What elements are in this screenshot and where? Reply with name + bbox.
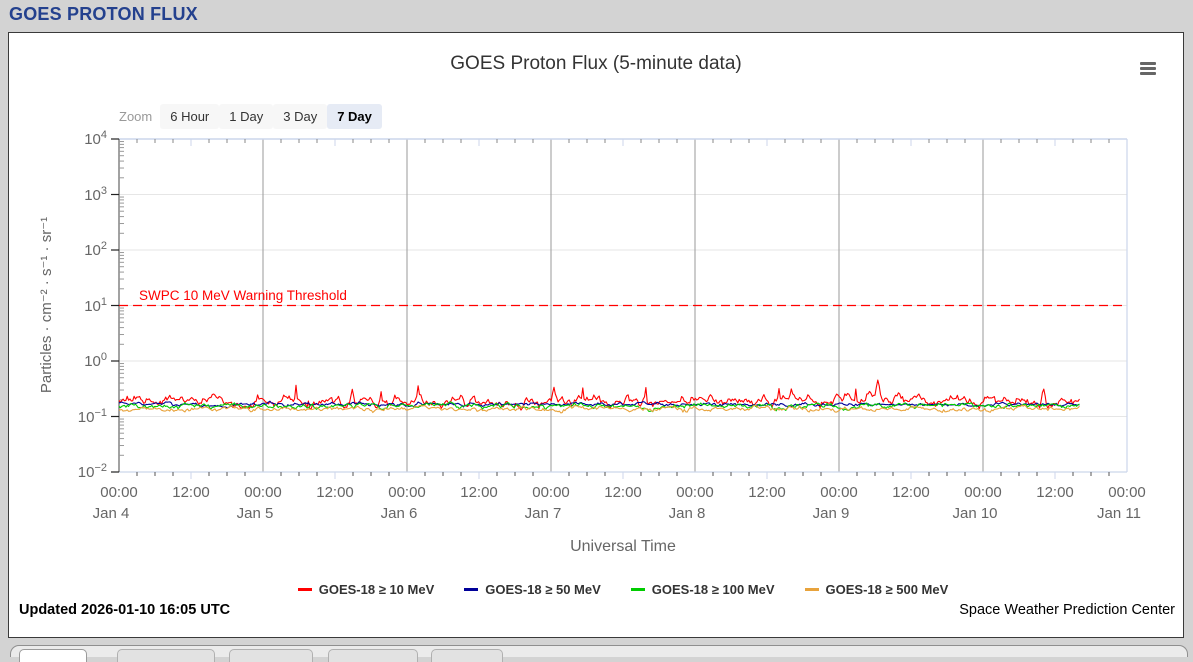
legend-item-3[interactable]: GOES-18 ≥ 100 MeV [630,582,775,597]
x-date-label: Jan 7 [524,505,562,522]
x-date-label: Jan 9 [812,505,850,522]
legend-line-icon [464,588,479,591]
threshold-label: SWPC 10 MeV Warning Threshold [139,288,347,303]
bottom-tab-2[interactable] [117,649,215,662]
legend-line-icon [630,588,645,591]
chart-title: GOES Proton Flux (5-minute data) [450,53,742,74]
y-tick-label: 103 [84,184,107,204]
zoom-buttons-group: 6 Hour 1 Day 3 Day 7 Day [160,103,382,129]
x-tick-label: 00:00 [388,484,426,501]
chart-context-menu-button[interactable] [1135,57,1161,79]
x-date-label: Jan 6 [380,505,418,522]
legend-line-icon [804,588,819,591]
x-tick-label: 12:00 [892,484,930,501]
x-tick-label: 12:00 [172,484,210,501]
hamburger-menu-icon [1135,61,1161,75]
credit-text: Space Weather Prediction Center [959,602,1175,618]
x-tick-label: 00:00 [100,484,138,501]
plot-area[interactable] [9,33,1183,637]
legend-label: GOES-18 ≥ 10 MeV [318,582,435,597]
x-tick-label: 12:00 [604,484,642,501]
x-tick-label: 00:00 [1108,484,1146,501]
x-date-label: Jan 10 [952,505,998,522]
zoom-button-1-day[interactable]: 1 Day [219,103,274,129]
x-date-label: Jan 4 [92,505,130,522]
legend-item-1[interactable]: GOES-18 ≥ 10 MeV [297,582,435,597]
x-axis-title: Universal Time [570,538,676,555]
x-tick-label: 00:00 [820,484,858,501]
y-tick-label: 102 [84,240,107,260]
x-date-label: Jan 5 [236,505,274,522]
updated-timestamp: Updated 2026-01-10 16:05 UTC [19,602,231,618]
zoom-button-6-hour[interactable]: 6 Hour [160,103,220,129]
legend-line-icon [297,588,312,591]
zoom-range-selector: Zoom 6 Hour 1 Day 3 Day 7 Day [119,103,382,129]
x-tick-label: 12:00 [460,484,498,501]
page-title: GOES PROTON FLUX [9,4,198,24]
chart-footer: Updated 2026-01-10 16:05 UTC Space Weath… [19,602,1175,618]
zoom-button-7-day[interactable]: 7 Day [327,103,382,129]
bottom-tab-1[interactable] [19,649,87,662]
x-tick-label: 00:00 [532,484,570,501]
y-tick-label: 10−2 [77,462,107,482]
legend: GOES-18 ≥ 10 MeV GOES-18 ≥ 50 MeV GOES-18 … [119,582,1127,597]
x-tick-label: 00:00 [676,484,714,501]
page-header: GOES PROTON FLUX [0,0,1193,32]
y-tick-label: 10−1 [77,406,107,426]
y-tick-label: 100 [84,351,107,371]
bottom-tab-5[interactable] [431,649,503,662]
x-tick-label: 12:00 [1036,484,1074,501]
zoom-button-3-day[interactable]: 3 Day [273,103,328,129]
x-date-label: Jan 11 [1097,505,1141,522]
x-tick-label: 00:00 [244,484,282,501]
y-tick-label: 104 [84,129,107,149]
bottom-tab-bar [10,645,1188,662]
x-tick-label: 12:00 [316,484,354,501]
legend-item-2[interactable]: GOES-18 ≥ 50 MeV [464,582,601,597]
legend-label: GOES-18 ≥ 50 MeV [485,582,601,597]
bottom-tab-3[interactable] [229,649,313,662]
zoom-label: Zoom [119,108,153,124]
x-tick-label: 12:00 [748,484,786,501]
y-tick-label: 101 [84,295,107,315]
bottom-tab-4[interactable] [328,649,418,662]
legend-item-4[interactable]: GOES-18 ≥ 500 MeV [804,582,949,597]
legend-label: GOES-18 ≥ 500 MeV [825,582,949,597]
x-tick-label: 00:00 [964,484,1002,501]
y-axis-title: Particles · cm⁻² · s⁻¹ · sr⁻¹ [38,216,55,394]
chart-panel: GOES Proton Flux (5-minute data) Zoom 6 … [8,32,1184,638]
x-date-label: Jan 8 [668,505,706,522]
legend-label: GOES-18 ≥ 100 MeV [651,582,775,597]
